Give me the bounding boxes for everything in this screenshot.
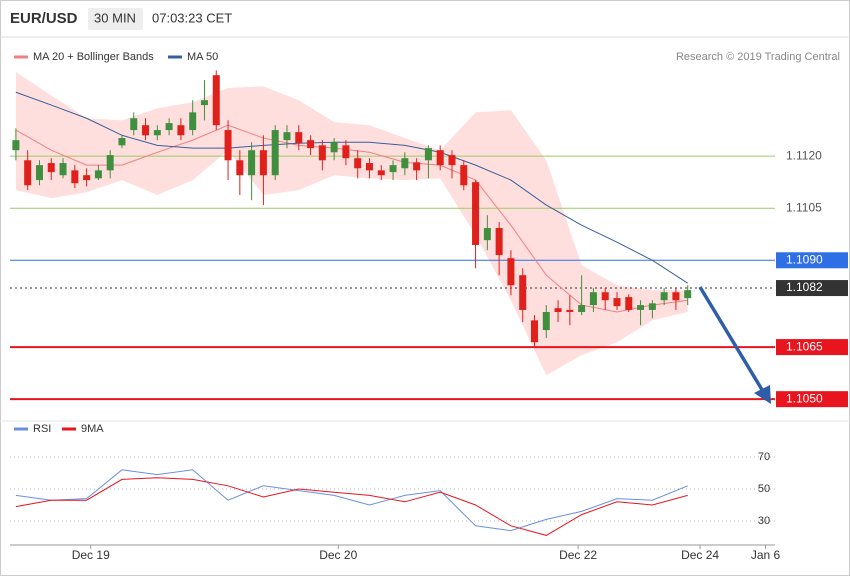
candle-body — [118, 138, 126, 146]
candle-body — [177, 125, 185, 136]
rsi-line — [15, 477, 688, 536]
candle-body — [542, 312, 550, 331]
y-tick-label: 70 — [758, 451, 770, 463]
candle-body — [189, 112, 197, 131]
candle-body — [35, 165, 43, 181]
candle-body — [224, 130, 232, 161]
candle-body — [672, 292, 680, 301]
credit: Research © 2019 Trading Central — [676, 51, 840, 63]
candle-body — [530, 320, 538, 343]
forecast-arrowhead — [754, 385, 771, 404]
candle-body — [248, 150, 256, 176]
legend-label: MA 20 + Bollinger Bands — [33, 51, 154, 63]
candle-body — [71, 170, 79, 184]
candle-body — [648, 303, 656, 310]
candle-body — [142, 125, 150, 136]
ma50-line — [15, 91, 688, 284]
candle-body — [212, 75, 220, 126]
candle-body — [236, 160, 244, 176]
candle-body — [625, 297, 633, 310]
candle-body — [578, 305, 586, 313]
x-tick-label: Jan 6 — [751, 548, 781, 562]
y-tick-label: 50 — [758, 483, 770, 495]
candle-body — [566, 309, 574, 313]
candle-body — [271, 130, 279, 176]
candle-body — [637, 305, 645, 310]
candle-body — [295, 132, 303, 144]
candle-body — [354, 158, 362, 169]
candle-body — [448, 155, 456, 166]
candle-body — [589, 292, 597, 306]
level-box — [776, 339, 848, 356]
candle-body — [377, 170, 385, 176]
candle-body — [330, 142, 338, 153]
candle-body — [613, 298, 621, 307]
candle-body — [318, 145, 326, 161]
candle-body — [660, 292, 668, 301]
candle-body — [259, 150, 267, 176]
candle-body — [83, 175, 91, 181]
candle-body — [507, 258, 515, 286]
candle-body — [24, 160, 32, 186]
candle-body — [342, 145, 350, 159]
forecast-arrow — [698, 286, 766, 394]
candle-body — [59, 163, 67, 176]
level-label: 1.1090 — [786, 252, 823, 266]
legend-label: 9MA — [81, 423, 104, 435]
candle-body — [307, 140, 315, 149]
level-box — [776, 391, 848, 408]
candle-body — [94, 170, 102, 179]
candle-body — [153, 130, 161, 136]
level-box — [776, 252, 848, 269]
level-box — [776, 280, 848, 297]
x-tick-label: Dec 22 — [559, 548, 597, 562]
level-label: 1.1065 — [786, 339, 823, 353]
candle-body — [424, 148, 432, 161]
x-tick-label: Dec 24 — [681, 548, 719, 562]
timeframe: 30 MIN — [94, 10, 136, 25]
candle-body — [106, 155, 114, 171]
candle-body — [200, 100, 208, 106]
level-label: 1.1120 — [786, 148, 822, 162]
candle-body — [165, 123, 173, 131]
legend-label: MA 50 — [187, 51, 218, 63]
level-label: 1.1105 — [786, 200, 822, 214]
candle-body — [460, 165, 468, 186]
candle-body — [684, 290, 692, 299]
candle-body — [12, 140, 20, 151]
candle-body — [130, 118, 138, 131]
candle-body — [401, 158, 409, 169]
legend-label: RSI — [33, 423, 51, 435]
level-label: 1.1050 — [786, 391, 823, 405]
candle-body — [365, 163, 373, 171]
candle-body — [483, 227, 491, 241]
level-label: 1.1082 — [786, 280, 823, 294]
candle-body — [413, 162, 421, 171]
ma20-line — [15, 124, 688, 313]
x-tick-label: Dec 20 — [319, 548, 357, 562]
timeframe-box — [88, 8, 143, 30]
candle-body — [519, 275, 527, 310]
candle-body — [283, 132, 291, 141]
candle-body — [47, 163, 55, 173]
chart-title: EUR/USD — [10, 10, 78, 27]
y-tick-label: 30 — [758, 515, 770, 527]
candle-body — [436, 150, 444, 166]
candle-body — [495, 227, 503, 256]
candle-body — [472, 182, 480, 245]
candle-body — [601, 292, 609, 301]
candle-body — [554, 308, 562, 313]
rsi-line — [15, 469, 688, 532]
x-tick-label: Dec 19 — [72, 548, 110, 562]
candle-body — [389, 165, 397, 173]
time: 07:03:23 CET — [152, 10, 232, 25]
